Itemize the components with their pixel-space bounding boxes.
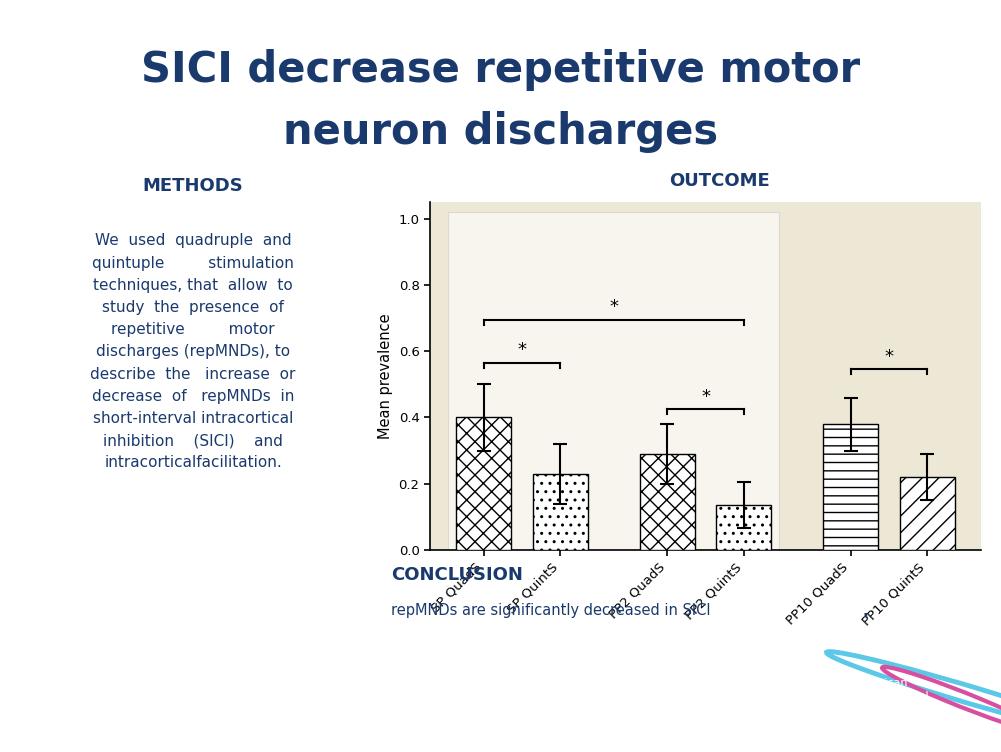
Text: *: * xyxy=(701,388,710,406)
Text: *: * xyxy=(518,341,527,359)
Text: We  used  quadruple  and
quintuple         stimulation
techniques, that  allow  : We used quadruple and quintuple stimulat… xyxy=(90,233,295,470)
Bar xyxy=(448,212,779,550)
Text: JNP: JNP xyxy=(25,662,165,730)
Text: repMNDs are significantly decreased in SICI: repMNDs are significantly decreased in S… xyxy=(391,604,711,618)
Text: JOURNAL OF: JOURNAL OF xyxy=(175,669,319,689)
Text: SICI decrease repetitive motor: SICI decrease repetitive motor xyxy=(141,49,860,91)
Bar xyxy=(640,454,695,550)
Text: american
physiological
society¹: american physiological society¹ xyxy=(856,678,929,714)
Text: NEUROPHYSIOLOGY.  © 2024: NEUROPHYSIOLOGY. © 2024 xyxy=(175,711,513,731)
Text: METHODS: METHODS xyxy=(142,177,243,195)
Text: CONCLUSION: CONCLUSION xyxy=(391,566,523,584)
Bar xyxy=(824,424,879,550)
Text: .: . xyxy=(862,604,868,618)
Y-axis label: Mean prevalence: Mean prevalence xyxy=(378,313,393,439)
Bar xyxy=(456,417,512,550)
Text: neuron discharges: neuron discharges xyxy=(283,111,718,153)
Text: *: * xyxy=(610,299,619,317)
Bar xyxy=(900,477,955,550)
Bar xyxy=(716,505,772,550)
Text: OUTCOME: OUTCOME xyxy=(669,172,770,190)
Bar xyxy=(533,474,588,550)
Text: *: * xyxy=(885,348,894,366)
